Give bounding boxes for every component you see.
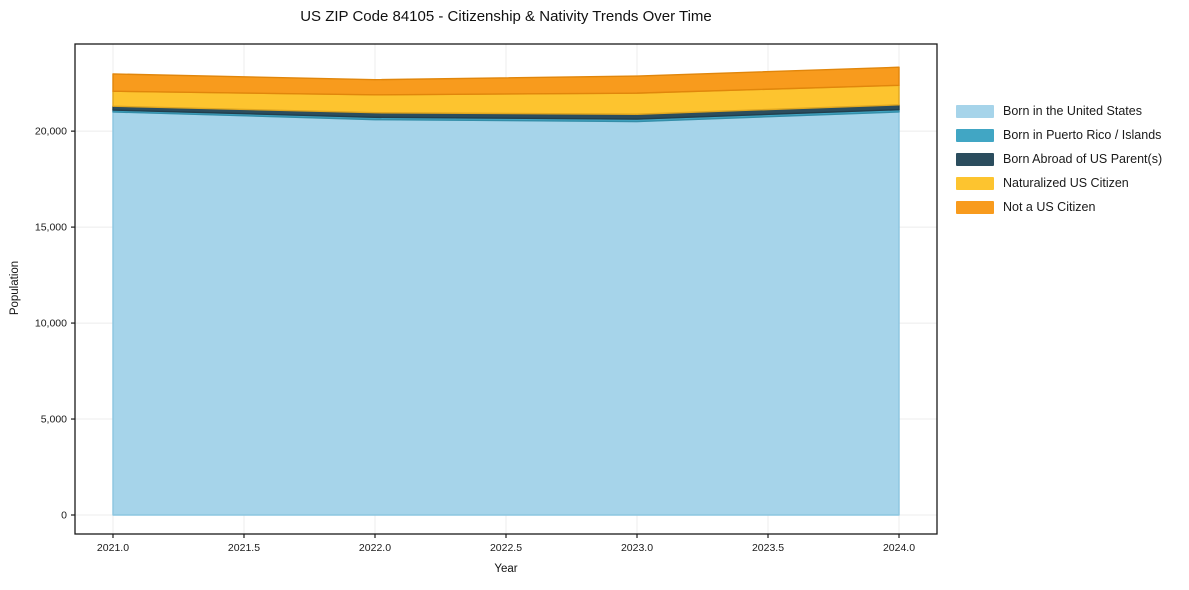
legend: Born in the United States Born in Puerto… [956,104,1162,224]
legend-item: Born Abroad of US Parent(s) [956,152,1162,166]
legend-label: Born in the United States [1003,104,1142,118]
x-axis-title: Year [494,563,518,575]
legend-label: Born Abroad of US Parent(s) [1003,152,1163,166]
x-tick-label: 2022.0 [359,542,391,554]
y-tick-label: 20,000 [35,126,67,138]
x-tick-label: 2022.5 [490,542,522,554]
area-series [112,66,900,96]
legend-label: Not a US Citizen [1003,200,1096,214]
x-tick-label: 2023.5 [752,542,784,554]
legend-swatch-icon [956,128,994,142]
x-tick-label: 2021.5 [228,542,260,554]
legend-item: Born in the United States [956,104,1162,118]
y-tick-label: 0 [61,509,67,521]
area-series [112,111,900,516]
x-tick-label: 2023.0 [621,542,653,554]
legend-item: Born in Puerto Rico / Islands [956,128,1162,142]
x-tick-label: 2024.0 [883,542,915,554]
y-axis-title: Population [9,260,21,316]
legend-swatch-icon [956,200,994,214]
legend-swatch-icon [956,176,994,190]
y-tick-label: 5,000 [41,414,67,426]
legend-label: Born in Puerto Rico / Islands [1003,128,1162,142]
legend-label: Naturalized US Citizen [1003,176,1129,190]
chart-title: US ZIP Code 84105 - Citizenship & Nativi… [300,8,712,25]
legend-swatch-icon [956,104,994,118]
legend-swatch-icon [956,152,994,166]
y-tick-label: 10,000 [35,318,67,330]
legend-item: Not a US Citizen [956,200,1162,214]
legend-item: Naturalized US Citizen [956,176,1162,190]
x-tick-label: 2021.0 [97,542,129,554]
y-tick-label: 15,000 [35,222,67,234]
